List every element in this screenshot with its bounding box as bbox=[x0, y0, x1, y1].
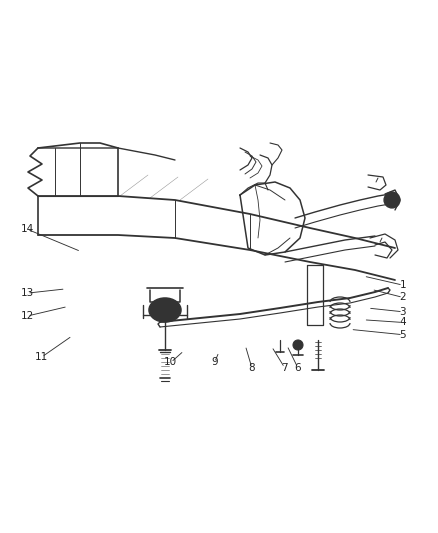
Ellipse shape bbox=[149, 298, 181, 322]
Text: 4: 4 bbox=[399, 318, 406, 327]
Text: 10: 10 bbox=[164, 358, 177, 367]
Text: 2: 2 bbox=[399, 293, 406, 302]
Text: 3: 3 bbox=[399, 307, 406, 317]
Text: 14: 14 bbox=[21, 224, 34, 234]
Text: 9: 9 bbox=[211, 358, 218, 367]
Text: 12: 12 bbox=[21, 311, 34, 321]
Text: 7: 7 bbox=[281, 363, 288, 373]
Circle shape bbox=[293, 340, 303, 350]
Text: 13: 13 bbox=[21, 288, 34, 298]
Text: 5: 5 bbox=[399, 330, 406, 340]
Text: 8: 8 bbox=[248, 363, 255, 373]
Circle shape bbox=[384, 192, 400, 208]
Text: 1: 1 bbox=[399, 280, 406, 290]
Text: 11: 11 bbox=[35, 352, 48, 362]
Ellipse shape bbox=[156, 303, 174, 317]
Text: 6: 6 bbox=[294, 363, 301, 373]
